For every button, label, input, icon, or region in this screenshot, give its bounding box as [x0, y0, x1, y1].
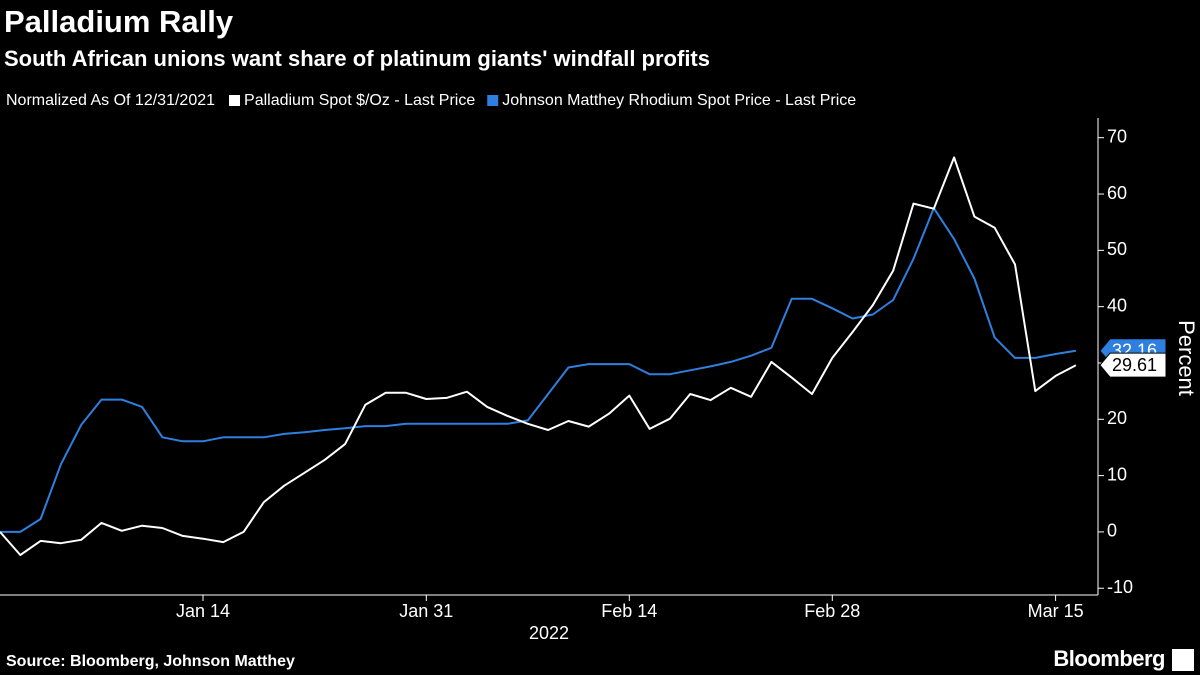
x-tick-label: Jan 14	[176, 601, 230, 621]
y-tick-label: 20	[1107, 408, 1127, 428]
brand-logo: Bloomberg	[1053, 646, 1165, 671]
y-tick-label: 50	[1107, 239, 1127, 259]
last-value-label: 29.61	[1112, 355, 1157, 375]
y-tick-label: 60	[1107, 183, 1127, 203]
brand-icon	[1172, 649, 1194, 671]
legend-label: Johnson Matthey Rhodium Spot Price - Las…	[502, 92, 856, 109]
series-line	[0, 156, 1077, 556]
x-tick-label: Feb 14	[601, 601, 657, 621]
y-tick-label: 10	[1107, 464, 1127, 484]
x-tick-label: Mar 15	[1028, 601, 1084, 621]
legend-label: Palladium Spot $/Oz - Last Price	[244, 92, 475, 109]
y-tick-label: -10	[1107, 577, 1133, 597]
y-axis-label: Percent	[1174, 320, 1199, 396]
y-tick-label: 70	[1107, 126, 1127, 146]
last-value-tag	[1099, 352, 1167, 378]
x-axis-label: 2022	[529, 623, 569, 643]
y-tick-label: 0	[1107, 521, 1117, 541]
chart-title: Palladium Rally	[4, 4, 234, 39]
series-line	[0, 207, 1077, 533]
legend-swatch	[487, 95, 499, 106]
legend-swatch	[229, 95, 241, 106]
legend-note: Normalized As Of 12/31/2021	[6, 92, 215, 109]
chart-subtitle: South African unions want share of plati…	[4, 46, 710, 71]
x-tick-label: Feb 28	[804, 601, 860, 621]
y-tick-label: 40	[1107, 295, 1127, 315]
source: Source: Bloomberg, Johnson Matthey	[6, 653, 295, 670]
x-tick-label: Jan 31	[399, 601, 453, 621]
